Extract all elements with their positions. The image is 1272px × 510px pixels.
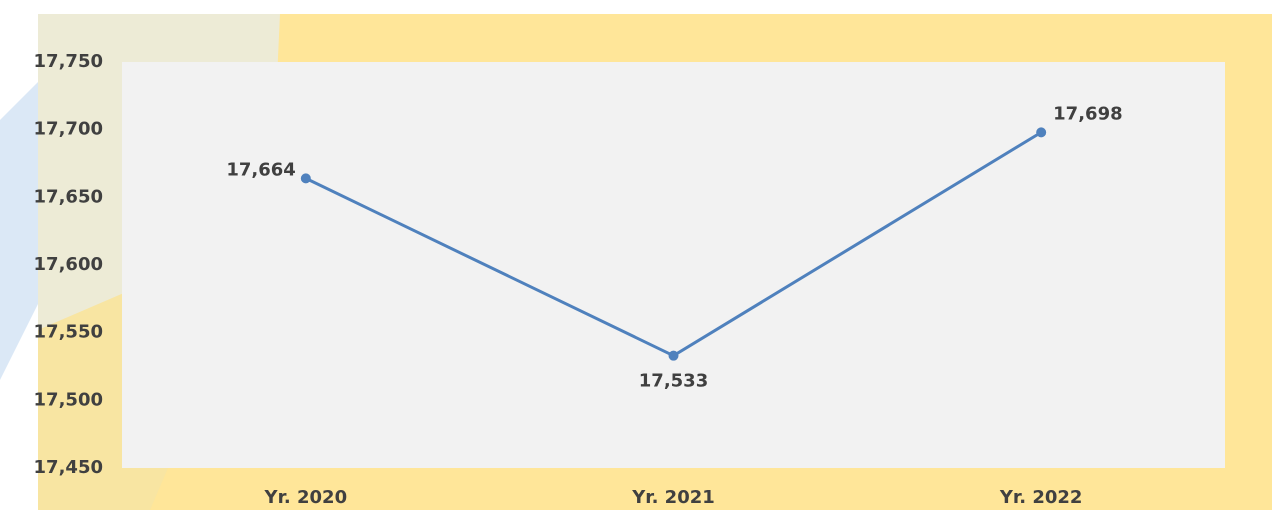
y-tick-label: 17,700 (34, 119, 103, 140)
y-tick-label: 17,650 (34, 186, 103, 207)
data-label: 17,664 (226, 159, 295, 180)
y-tick-label: 17,550 (34, 322, 103, 343)
x-tick-label: Yr. 2020 (264, 487, 348, 508)
y-tick-label: 17,600 (34, 254, 103, 275)
y-tick-label: 17,750 (34, 51, 103, 72)
data-label: 17,533 (639, 371, 708, 392)
data-label: 17,698 (1053, 103, 1122, 124)
data-point (668, 350, 679, 361)
y-tick-label: 17,500 (34, 389, 103, 410)
x-tick-label: Yr. 2021 (631, 487, 715, 508)
y-tick-label: 17,450 (34, 457, 103, 478)
data-point (1036, 127, 1047, 138)
x-tick-label: Yr. 2022 (999, 487, 1083, 508)
data-point (300, 173, 311, 184)
